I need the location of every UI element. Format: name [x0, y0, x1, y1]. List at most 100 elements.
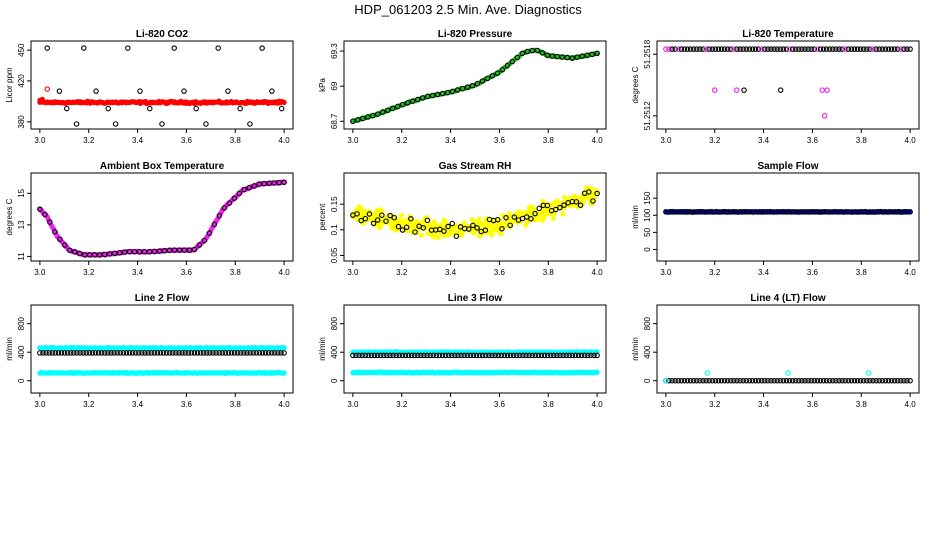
- data-point: [709, 377, 716, 384]
- panel-title: Line 3 Flow: [448, 293, 503, 304]
- data-point: [89, 350, 96, 356]
- data-point: [281, 99, 287, 105]
- data-point: [439, 90, 446, 97]
- data-point: [842, 209, 848, 215]
- x-tick-label: 4.0: [592, 136, 604, 145]
- data-point: [891, 377, 898, 384]
- data-point: [137, 88, 143, 94]
- data-point: [894, 209, 901, 215]
- data-point: [544, 207, 550, 213]
- data-point: [403, 224, 410, 231]
- data-point: [191, 350, 198, 356]
- data-point: [52, 350, 59, 356]
- data-point: [371, 352, 378, 359]
- data-point: [476, 233, 483, 239]
- x-tick-label: 3.6: [807, 400, 819, 409]
- data-point: [362, 208, 368, 214]
- data-point: [225, 88, 231, 94]
- data-point: [799, 46, 805, 52]
- data-point: [823, 46, 830, 52]
- data-point: [842, 377, 848, 384]
- y-tick-label: 420: [17, 74, 26, 88]
- data-point: [399, 101, 406, 108]
- data-point: [715, 46, 722, 52]
- data-point: [799, 377, 805, 384]
- data-point: [789, 377, 796, 384]
- plot-frame: [656, 304, 920, 394]
- data-point: [136, 350, 142, 356]
- data-point: [499, 66, 506, 73]
- data-point: [839, 377, 845, 384]
- data-point: [550, 215, 556, 222]
- data-point: [830, 209, 836, 215]
- data-point: [544, 352, 551, 359]
- data-point: [560, 211, 566, 217]
- x-tick-label: 3.2: [709, 136, 721, 145]
- x-tick-label: 4.0: [592, 400, 604, 409]
- data-point: [823, 377, 830, 384]
- data-point: [236, 190, 243, 197]
- data-point: [885, 46, 892, 52]
- data-point: [445, 223, 451, 230]
- data-point: [566, 352, 573, 359]
- data-point: [768, 209, 774, 215]
- data-point: [385, 107, 391, 114]
- x-tick-label: 3.8: [230, 400, 242, 409]
- data-point: [71, 350, 77, 356]
- data-point: [261, 180, 267, 187]
- x-tick-label: 4.0: [905, 268, 917, 277]
- panel-5: Gas Stream RH 3.0 3.2 3.4 3.6 3.8 4.0 0.05 0.1 0.…: [318, 161, 607, 277]
- data-point: [879, 46, 886, 52]
- x-tick-label: 3.6: [181, 400, 193, 409]
- data-points: [37, 344, 287, 377]
- data-point: [466, 226, 472, 232]
- x-tick-label: 3.8: [543, 400, 555, 409]
- data-point: [860, 209, 867, 215]
- data-point: [441, 233, 448, 239]
- data-point: [820, 377, 827, 384]
- data-point: [581, 352, 588, 359]
- data-point: [49, 350, 56, 356]
- x-tick-label: 3.4: [132, 400, 144, 409]
- data-point: [594, 369, 600, 375]
- data-point: [106, 251, 113, 257]
- x-tick-label: 3.4: [132, 268, 144, 277]
- data-point: [161, 247, 168, 254]
- data-point: [684, 46, 691, 52]
- data-point: [37, 350, 43, 356]
- data-point: [678, 377, 685, 384]
- data-point: [802, 209, 808, 215]
- data-points: [350, 47, 600, 125]
- data-point: [561, 194, 568, 201]
- data-point: [557, 352, 563, 359]
- data-point: [145, 350, 151, 356]
- data-point: [721, 209, 728, 215]
- data-point: [52, 229, 58, 235]
- data-point: [483, 352, 489, 359]
- data-point: [81, 252, 88, 258]
- y-tick-label: 800: [643, 316, 652, 330]
- data-point: [721, 377, 728, 384]
- data-point: [888, 377, 895, 384]
- data-point: [203, 121, 209, 127]
- data-point: [111, 250, 118, 257]
- y-axis-label: kPa: [318, 78, 327, 92]
- data-point: [786, 377, 793, 384]
- y-tick-label: 800: [17, 316, 26, 330]
- x-tick-label: 3.4: [758, 400, 770, 409]
- y-tick-label: 0: [643, 247, 652, 252]
- data-point: [350, 352, 356, 359]
- data-point: [523, 222, 529, 228]
- data-point: [384, 352, 390, 359]
- data-point: [74, 350, 80, 356]
- data-point: [826, 46, 833, 52]
- data-point: [434, 91, 441, 98]
- data-points: [663, 46, 913, 119]
- data-point: [572, 352, 579, 359]
- panel-9: Line 4 (LT) Flow 3.0 3.2 3.4 3.6 3.8 4.0 0 400 80…: [631, 293, 920, 409]
- data-point: [504, 352, 511, 359]
- data-point: [495, 216, 501, 223]
- data-point: [758, 46, 765, 52]
- panel-title: Line 4 (LT) Flow: [750, 293, 826, 304]
- data-point: [783, 377, 790, 384]
